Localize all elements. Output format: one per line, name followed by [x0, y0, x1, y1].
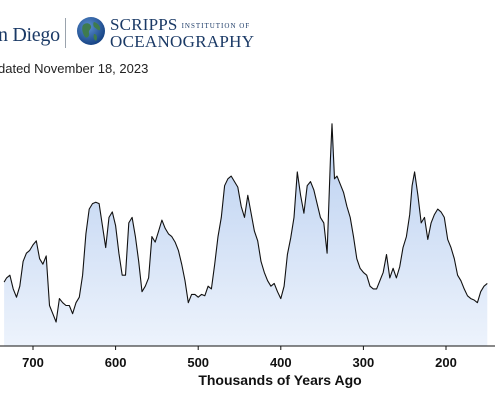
- plot-area: [3, 123, 488, 346]
- scripps-name: SCRIPPS: [110, 15, 178, 34]
- header: n Diego SCRIPPS INSTITUTION OF OCEANOGRAP…: [0, 0, 495, 76]
- scripps-subtitle: INSTITUTION OF: [181, 22, 251, 30]
- updated-date: dated November 18, 2023: [0, 61, 149, 76]
- x-tick-label: 200: [435, 355, 457, 370]
- scripps-oceanography: OCEANOGRAPHY: [110, 32, 255, 51]
- x-tick-label: 500: [187, 355, 209, 370]
- logo-divider: [65, 18, 66, 48]
- uc-san-diego-logo-text: n Diego: [0, 24, 60, 46]
- x-axis-ticks: 700 600 500 400 300 200: [22, 346, 457, 370]
- x-tick-label: 700: [22, 355, 44, 370]
- globe-icon: [77, 17, 105, 45]
- x-tick-label: 400: [270, 355, 292, 370]
- x-axis-label: Thousands of Years Ago: [198, 372, 362, 388]
- co2-area-fill: [4, 123, 488, 346]
- scripps-logo-text: SCRIPPS INSTITUTION OF OCEANOGRAPHY: [110, 15, 254, 52]
- co2-series-line: [3, 123, 488, 323]
- x-tick-label: 600: [105, 355, 127, 370]
- x-tick-label: 300: [353, 355, 375, 370]
